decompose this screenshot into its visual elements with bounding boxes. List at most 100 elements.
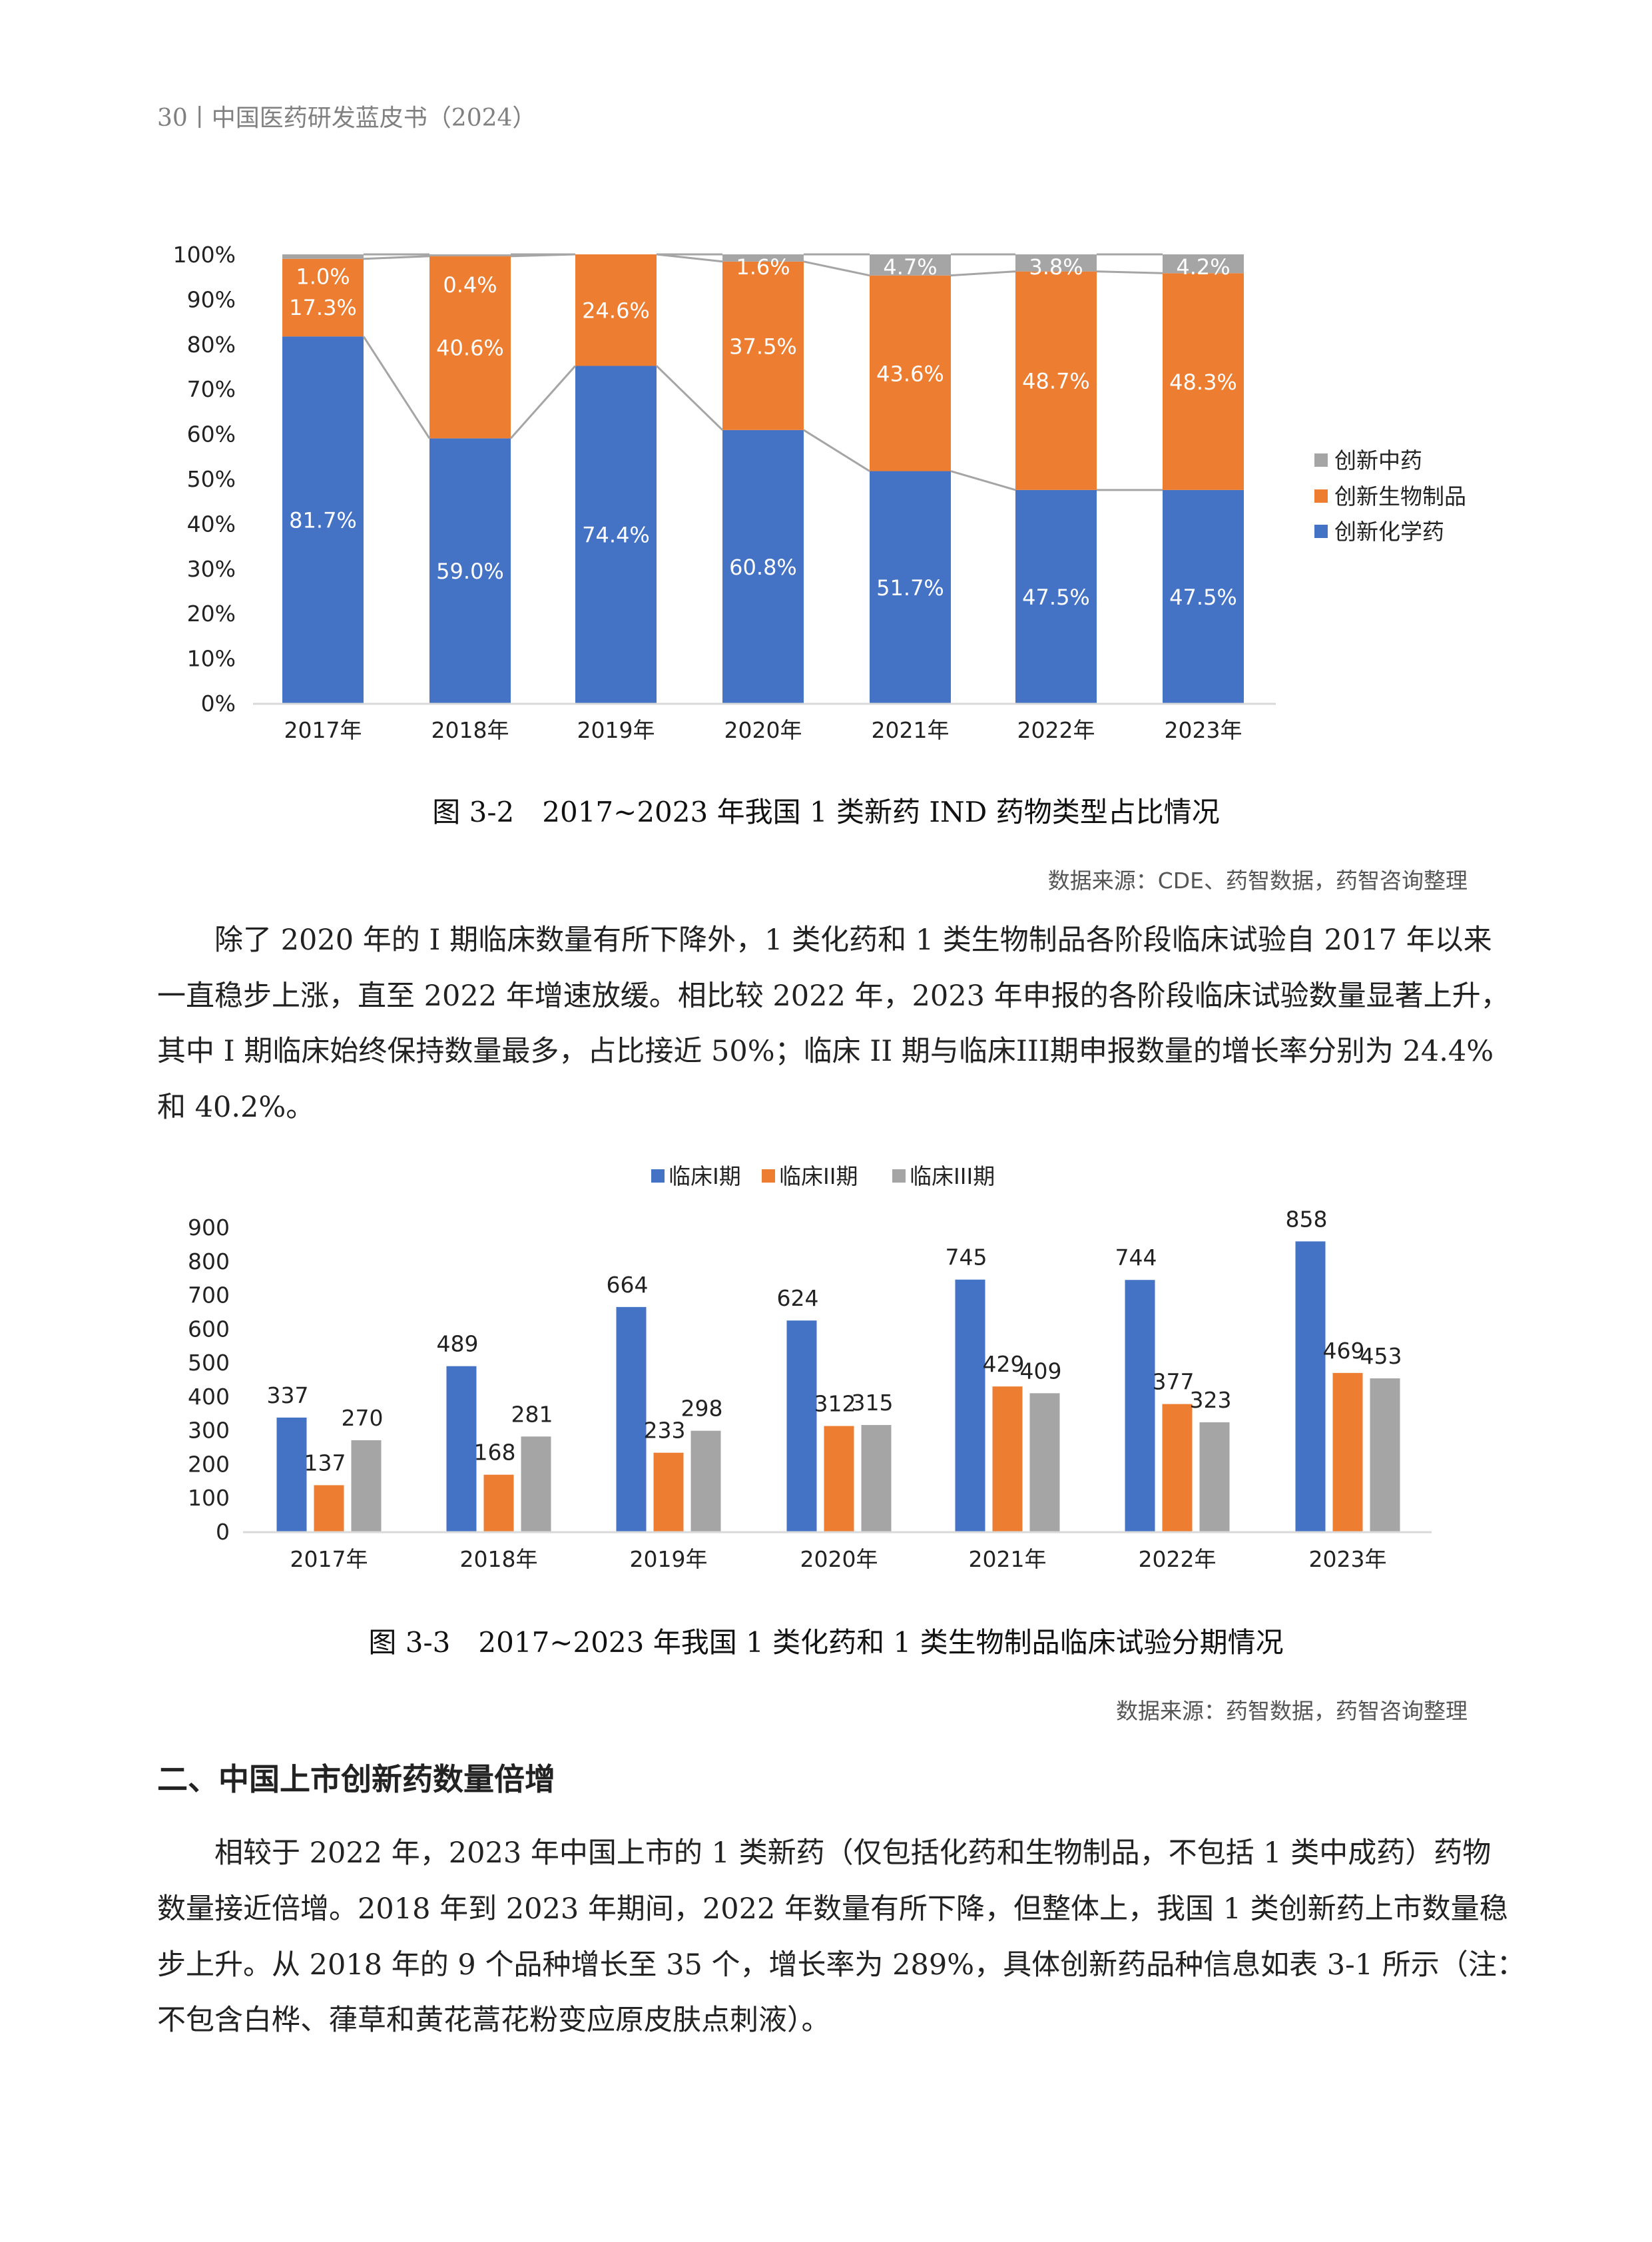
data-label: 0.4%	[443, 272, 497, 298]
bar-1	[1162, 1404, 1193, 1532]
x-tick-label: 2022年	[1139, 1546, 1217, 1572]
clinical-trial-phase-chart: 0 100 200 300 400 500 600 700 800 900 337 137 270 201…	[188, 1163, 1432, 1572]
x-tick-label: 2022年	[1017, 717, 1095, 743]
data-label: 59.0%	[436, 559, 504, 584]
bar-2	[1370, 1378, 1400, 1532]
data-label: 40.6%	[436, 336, 504, 361]
bar-1	[1332, 1372, 1363, 1532]
paragraph-line: 步上升。从 2018 年的 9 个品种增长至 35 个，增长率为 289%，具体…	[157, 1948, 1525, 1982]
paragraph-line: 除了 2020 年的 I 期临床数量有所下降外，1 类化药和 1 类生物制品各阶…	[214, 924, 1492, 957]
series-connector-line	[656, 253, 723, 263]
data-label: 37.5%	[729, 334, 797, 359]
y-tick-label: 100	[188, 1485, 230, 1511]
bar-segment-1	[1163, 273, 1244, 490]
data-label: 312	[814, 1391, 856, 1417]
legend-label: 创新生物制品	[1334, 483, 1466, 509]
bar-segment-0	[870, 471, 951, 703]
data-label: 17.3%	[289, 295, 357, 320]
paragraph-line: 相较于 2022 年，2023 年中国上市的 1 类新药（仅包括化药和生物制品，…	[214, 1836, 1492, 1870]
bar-segment-0	[429, 438, 511, 703]
series-connector-line	[803, 429, 870, 472]
x-tick-label: 2017年	[290, 1546, 368, 1572]
y-tick-label: 30%	[187, 556, 236, 582]
bar-segment-0	[1015, 489, 1097, 703]
bar-segment-1	[575, 254, 657, 366]
bar-1	[483, 1474, 514, 1532]
bar-1	[992, 1386, 1023, 1532]
y-tick-label: 500	[188, 1350, 230, 1376]
y-tick-label: 600	[188, 1316, 230, 1342]
y-tick-label: 10%	[187, 646, 236, 672]
series-connector-line	[363, 255, 430, 260]
data-label: 323	[1190, 1387, 1232, 1413]
data-label: 51.7%	[876, 575, 944, 601]
bar-0	[446, 1366, 477, 1532]
x-tick-label: 2020年	[724, 717, 802, 743]
bar-1	[653, 1452, 684, 1532]
data-label: 168	[474, 1440, 516, 1466]
bar-segment-2	[870, 254, 951, 276]
legend-label: 创新化学药	[1334, 519, 1444, 545]
series-connector-line	[509, 365, 577, 439]
legend-swatch	[1314, 453, 1328, 467]
series-connector-line	[655, 365, 724, 431]
y-tick-label: 0	[216, 1519, 230, 1545]
x-tick-label: 2023年	[1165, 717, 1242, 743]
data-label: 377	[1153, 1369, 1195, 1395]
y-tick-label: 70%	[187, 376, 236, 402]
bar-0	[276, 1417, 307, 1532]
series-connector-line	[1096, 270, 1163, 274]
series-connector-line	[362, 336, 431, 439]
data-label: 745	[946, 1245, 987, 1270]
y-tick-label: 800	[188, 1249, 230, 1274]
figure-caption-3-3: 图 3-3 2017~2023 年我国 1 类化药和 1 类生物制品临床试验分期…	[368, 1626, 1284, 1659]
x-tick-label: 2019年	[577, 717, 655, 743]
bar-0	[786, 1320, 817, 1532]
bar-0	[616, 1306, 647, 1532]
data-label: 48.3%	[1169, 370, 1237, 395]
legend-label: 创新中药	[1334, 447, 1422, 473]
x-tick-label: 2020年	[800, 1546, 878, 1572]
x-tick-label: 2018年	[431, 717, 509, 743]
data-label: 270	[342, 1405, 384, 1431]
bar-2	[521, 1436, 551, 1532]
legend-swatch	[762, 1169, 775, 1183]
x-tick-label: 2021年	[872, 717, 950, 743]
data-label: 24.6%	[582, 298, 650, 324]
bar-1	[314, 1485, 344, 1532]
y-tick-label: 900	[188, 1215, 230, 1241]
series-connector-line	[950, 270, 1016, 277]
data-label: 1.6%	[736, 254, 790, 280]
x-tick-label: 2018年	[460, 1546, 538, 1572]
data-label: 137	[304, 1450, 346, 1476]
bar-0	[1125, 1280, 1155, 1532]
bar-2	[1029, 1393, 1060, 1532]
x-tick-label: 2019年	[630, 1546, 708, 1572]
bar-0	[955, 1279, 985, 1532]
paragraph-line: 一直稳步上涨，直至 2022 年增速放缓。相比较 2022 年，2023 年申报…	[157, 980, 1510, 1013]
bar-2	[1199, 1422, 1230, 1532]
bar-segment-1	[722, 261, 804, 430]
bar-segment-1	[870, 275, 951, 471]
bar-segment-2	[429, 254, 511, 256]
data-label: 4.7%	[883, 254, 937, 280]
data-label: 281	[511, 1401, 553, 1427]
data-label: 60.8%	[729, 555, 797, 580]
running-header: 30丨中国医药研发蓝皮书（2024）	[157, 105, 537, 132]
data-label: 469	[1323, 1338, 1365, 1364]
y-tick-label: 80%	[187, 332, 236, 358]
series-connector-line	[803, 260, 870, 277]
data-label: 233	[644, 1418, 686, 1444]
bar-segment-0	[282, 336, 364, 703]
y-tick-label: 90%	[187, 286, 236, 312]
figure-source-3-2: 数据来源：CDE、药智数据，药智咨询整理	[1047, 868, 1468, 894]
series-connector-line	[950, 470, 1016, 491]
data-label: 48.7%	[1022, 369, 1090, 394]
data-label: 1.0%	[296, 264, 350, 289]
bar-segment-0	[575, 366, 657, 703]
data-label: 429	[983, 1351, 1025, 1377]
section-heading: 二、中国上市创新药数量倍增	[157, 1761, 555, 1797]
data-label: 47.5%	[1022, 585, 1090, 610]
y-tick-label: 50%	[187, 466, 236, 492]
paragraph-line: 其中 I 期临床始终保持数量最多，占比接近 50%；临床 II 期与临床III期…	[157, 1035, 1494, 1068]
